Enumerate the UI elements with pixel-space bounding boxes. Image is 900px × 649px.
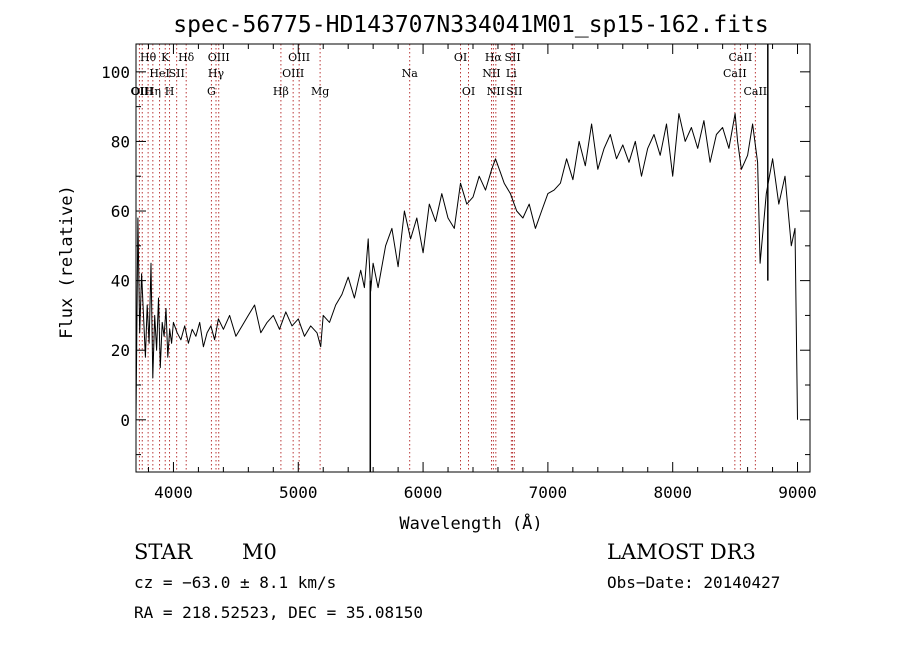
line-label: Na	[402, 67, 419, 80]
line-label: Li	[506, 67, 517, 80]
line-label: NII	[487, 85, 505, 98]
redshift-cz: cz = −63.0 ± 8.1 km/s	[134, 573, 337, 592]
spectral-subclass: M0	[242, 540, 277, 564]
spectrum-line	[135, 113, 798, 420]
x-tick-label: 5000	[279, 483, 318, 502]
line-label: Hη	[145, 85, 161, 98]
line-label-layer: OIIOIIIHθHηHeIKHSIIHδGHγOIIIHβOIIIOIIIMg…	[131, 51, 768, 98]
y-tick-label: 40	[111, 272, 130, 291]
object-class: STAR	[134, 540, 193, 564]
y-tick-label: 60	[111, 202, 130, 221]
line-label: CaII	[743, 85, 767, 98]
line-label: Hθ	[140, 51, 157, 64]
line-label: Hγ	[208, 67, 225, 80]
x-tick-label: 7000	[529, 483, 568, 502]
line-label: Hδ	[178, 51, 195, 64]
coordinates: RA = 218.52523, DEC = 35.08150	[134, 603, 423, 622]
y-tick-label: 0	[120, 411, 130, 430]
line-label: OII	[131, 85, 149, 98]
chart-title: spec-56775-HD143707N334041M01_sp15-162.f…	[173, 12, 768, 38]
line-label: OI	[462, 85, 475, 98]
line-label: CaII	[729, 51, 753, 64]
y-axis-label: Flux (relative)	[57, 185, 77, 339]
x-tick-label: 6000	[404, 483, 443, 502]
line-label: Mg	[311, 85, 329, 98]
line-label: SII	[504, 51, 520, 64]
y-tick-label: 100	[101, 63, 130, 82]
line-label: CaII	[723, 67, 747, 80]
line-marker-layer	[138, 44, 756, 472]
x-tick-label: 4000	[154, 483, 193, 502]
line-label: K	[161, 51, 170, 64]
line-label: SII	[506, 85, 522, 98]
line-label: Hβ	[273, 85, 289, 98]
line-label: OIII	[208, 51, 230, 64]
observation-date: Obs−Date: 20140427	[607, 573, 781, 592]
survey-name: LAMOST DR3	[607, 540, 756, 564]
line-label: G	[207, 85, 216, 98]
line-label: OIII	[288, 51, 310, 64]
y-tick-label: 20	[111, 341, 130, 360]
spectrum-layer	[135, 44, 798, 472]
line-label: NII	[482, 67, 500, 80]
y-tick-label: 80	[111, 132, 130, 151]
x-tick-label: 9000	[778, 483, 817, 502]
line-label: H	[165, 85, 175, 98]
line-label: SII	[169, 67, 185, 80]
line-label: OIII	[282, 67, 304, 80]
line-label: OI	[454, 51, 467, 64]
line-label: Hα	[485, 51, 503, 64]
line-label: HeI	[149, 67, 169, 80]
x-axis-label: Wavelength (Å)	[399, 512, 542, 534]
axis-ticks: 4000 5000 6000 7000 8000 9000 0 20 40 60 80 100	[101, 44, 817, 502]
line-label: OIII	[131, 85, 153, 98]
x-tick-label: 8000	[653, 483, 692, 502]
plot-frame	[135, 43, 811, 473]
